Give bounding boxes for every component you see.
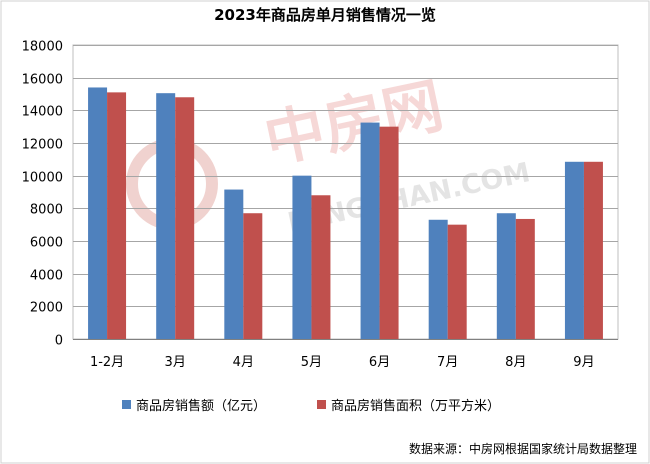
- x-tick-label: 4月: [233, 355, 254, 370]
- legend-entry: 商品房销售面积（万平方米）: [331, 398, 500, 414]
- source-note: 数据来源：中房网根据国家统计局数据整理: [409, 441, 637, 456]
- bar-sales-area: [379, 126, 399, 340]
- y-tick-label: 4000: [30, 269, 63, 284]
- bar-sales-amount: [88, 87, 108, 339]
- legend: 商品房销售额（亿元） 商品房销售面积（万平方米）: [122, 398, 500, 414]
- y-tick-label: 14000: [22, 105, 63, 120]
- bar-sales-amount: [428, 219, 448, 339]
- y-tick-label: 2000: [30, 301, 63, 316]
- axes: 0 2000 4000 6000 8000 10000 12000 14000 16000 180…: [22, 40, 618, 370]
- bar-sales-amount: [292, 175, 312, 339]
- bar-sales-amount: [156, 93, 176, 339]
- x-tick-label: 6月: [369, 355, 390, 370]
- y-tick-label: 6000: [30, 236, 63, 251]
- y-tick-label: 0: [55, 334, 63, 349]
- x-tick-label: 9月: [573, 355, 594, 370]
- legend-swatch: [317, 400, 326, 409]
- y-tick-label: 16000: [22, 73, 63, 88]
- bar-sales-amount: [564, 161, 584, 339]
- bar-sales-area: [175, 97, 195, 340]
- x-tick-label: 7月: [437, 355, 458, 370]
- bar-sales-area: [107, 92, 127, 339]
- bar-sales-area: [515, 218, 535, 339]
- bar-sales-area: [447, 224, 467, 339]
- bar-sales-area: [243, 213, 263, 339]
- x-tick-label: 5月: [301, 355, 322, 370]
- y-tick-label: 8000: [30, 203, 63, 218]
- bar-sales-amount: [360, 122, 380, 339]
- y-tick-label: 12000: [22, 138, 63, 153]
- x-tick-label: 1-2月: [90, 355, 124, 370]
- y-tick-label: 18000: [22, 40, 63, 55]
- x-tick-label: 8月: [505, 355, 526, 370]
- legend-entry: 商品房销售额（亿元）: [136, 398, 266, 414]
- bars: [88, 87, 603, 340]
- chart-title: 2023年商品房单月销售情况一览: [214, 6, 436, 24]
- x-tick-label: 3月: [165, 355, 186, 370]
- y-tick-label: 10000: [22, 171, 63, 186]
- bar-sales-area: [311, 195, 331, 339]
- legend-swatch: [122, 400, 131, 409]
- bar-sales-area: [583, 161, 603, 339]
- bar-sales-amount: [224, 189, 244, 339]
- bar-sales-amount: [496, 213, 516, 339]
